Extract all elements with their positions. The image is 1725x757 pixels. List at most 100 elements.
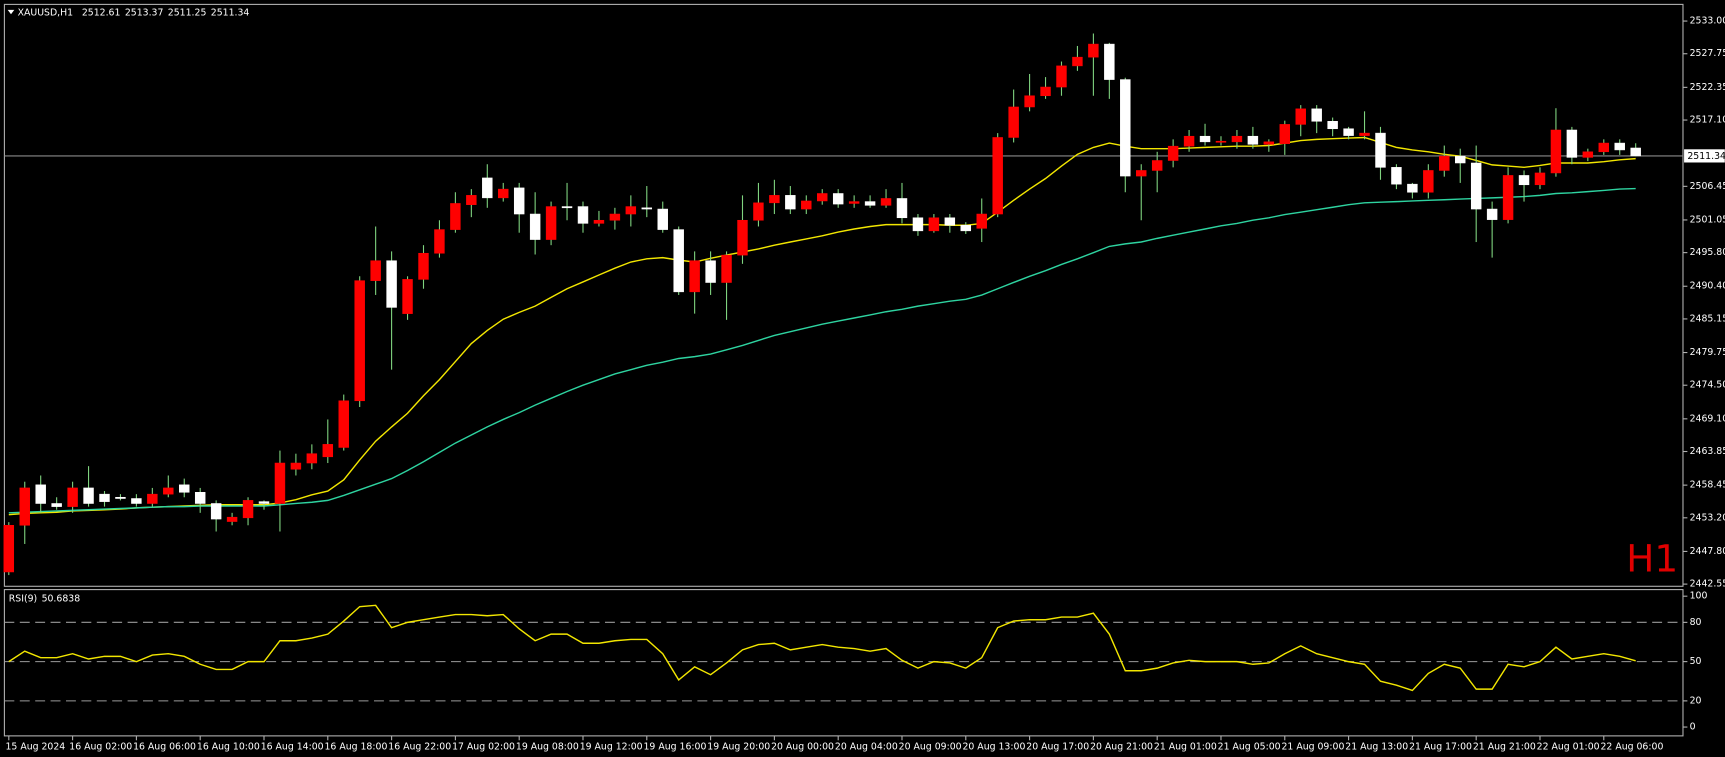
y-tick-label: 2506.45 xyxy=(1690,181,1725,192)
x-tick-label: 16 Aug 14:00 xyxy=(261,741,324,752)
candle-body xyxy=(1215,140,1227,143)
candle-body xyxy=(593,219,605,224)
candle-body xyxy=(258,501,270,504)
candle-body xyxy=(1183,135,1195,147)
candle-body xyxy=(817,193,828,202)
x-tick-label: 20 Aug 04:00 xyxy=(835,741,898,752)
candle-body xyxy=(83,487,94,504)
candle-body xyxy=(163,487,174,495)
candle-body xyxy=(1056,65,1067,88)
x-tick-label: 19 Aug 16:00 xyxy=(643,741,706,752)
candle-body xyxy=(705,260,716,283)
candle-body xyxy=(1151,160,1163,171)
candle-body xyxy=(1630,147,1641,157)
candle-body xyxy=(1008,106,1019,138)
candle-body xyxy=(115,496,126,499)
candle-body xyxy=(1359,132,1370,136)
quote-value: 2511.25 xyxy=(168,7,207,18)
x-tick-label: 21 Aug 09:00 xyxy=(1281,741,1344,752)
candle-body xyxy=(1263,141,1275,145)
candle-body xyxy=(785,195,796,210)
y-tick-label: 20 xyxy=(1690,695,1702,706)
y-tick-label: 2453.20 xyxy=(1690,512,1725,523)
candle-body xyxy=(1072,56,1083,67)
x-tick-label: 20 Aug 17:00 xyxy=(1026,741,1089,752)
candle-body xyxy=(338,400,349,448)
x-tick-label: 15 Aug 2024 xyxy=(5,741,65,752)
candle-body xyxy=(1439,155,1450,171)
rsi-line xyxy=(8,604,1636,692)
indicator-title: RSI(9) xyxy=(9,593,37,604)
candle-body xyxy=(51,503,62,507)
candle-body xyxy=(1407,183,1418,193)
x-tick-label: 20 Aug 21:00 xyxy=(1090,741,1153,752)
candle-body xyxy=(1502,175,1514,220)
candle-body xyxy=(1279,124,1291,144)
candle-body xyxy=(99,493,110,502)
candle-body xyxy=(896,198,908,219)
y-tick-label: 2495.80 xyxy=(1690,247,1725,258)
x-tick-label: 16 Aug 10:00 xyxy=(197,741,260,752)
candle-body xyxy=(1120,79,1131,177)
menu-triangle[interactable] xyxy=(7,9,15,15)
timeframe-watermark: H1 xyxy=(1626,536,1678,580)
candle-body xyxy=(753,202,764,221)
candle-body xyxy=(386,260,397,308)
y-tick-label: 2527.75 xyxy=(1690,48,1725,59)
candle-body xyxy=(657,208,668,230)
candle-body xyxy=(864,201,876,206)
candle-body xyxy=(513,187,525,215)
candle-body xyxy=(450,203,461,230)
candle-body xyxy=(1040,86,1051,97)
candle-body xyxy=(561,206,573,209)
candle-body xyxy=(912,217,924,232)
candle-body xyxy=(1104,43,1115,80)
candle-body xyxy=(274,462,286,504)
candle-body xyxy=(498,188,509,199)
candle-body xyxy=(1614,142,1625,151)
x-tick-label: 20 Aug 00:00 xyxy=(771,741,834,752)
candle-body xyxy=(976,213,987,229)
candle-body xyxy=(402,279,413,314)
y-tick-label: 2447.80 xyxy=(1690,546,1725,557)
x-tick-label: 19 Aug 20:00 xyxy=(707,741,770,752)
indicator-value: 50.6838 xyxy=(42,593,81,604)
chart-header: XAUUSD,H1 2512.61 2513.37 2511.25 2511.34 xyxy=(18,7,250,18)
candle-body xyxy=(992,137,1003,215)
quote-value: 2513.37 xyxy=(125,7,164,18)
x-tick-label: 16 Aug 06:00 xyxy=(133,741,196,752)
y-tick-label: 2501.05 xyxy=(1690,214,1725,225)
candle-body xyxy=(1343,128,1354,136)
candle-body xyxy=(1024,95,1035,108)
candle-body xyxy=(880,198,892,206)
candle-body xyxy=(210,503,222,520)
candle-body xyxy=(1582,151,1594,158)
candle-body xyxy=(1231,135,1243,143)
candle-body xyxy=(1311,108,1322,122)
y-tick-label: 0 xyxy=(1690,722,1696,733)
candle-body xyxy=(19,487,30,526)
y-tick-label: 2463.85 xyxy=(1690,446,1725,457)
candle-body xyxy=(1167,145,1179,161)
candle-body xyxy=(832,193,844,205)
candle-body xyxy=(482,177,493,199)
quote-value: 2512.61 xyxy=(82,7,121,18)
y-tick-label: 2485.15 xyxy=(1690,313,1725,324)
candle-body xyxy=(306,453,318,464)
candle-body xyxy=(1199,135,1211,143)
x-tick-label: 21 Aug 05:00 xyxy=(1218,741,1281,752)
candle-body xyxy=(466,195,477,205)
candle-body xyxy=(3,525,15,573)
candle-body xyxy=(35,484,46,504)
candle-body xyxy=(577,206,589,224)
candle-body xyxy=(673,229,684,293)
y-tick-label: 2517.10 xyxy=(1690,115,1725,126)
candle-body xyxy=(354,280,365,402)
x-tick-label: 20 Aug 09:00 xyxy=(899,741,962,752)
x-tick-label: 19 Aug 12:00 xyxy=(580,741,643,752)
price-panel-frame xyxy=(3,3,1684,587)
candle-body xyxy=(1088,43,1099,58)
x-tick-label: 22 Aug 06:00 xyxy=(1600,741,1663,752)
